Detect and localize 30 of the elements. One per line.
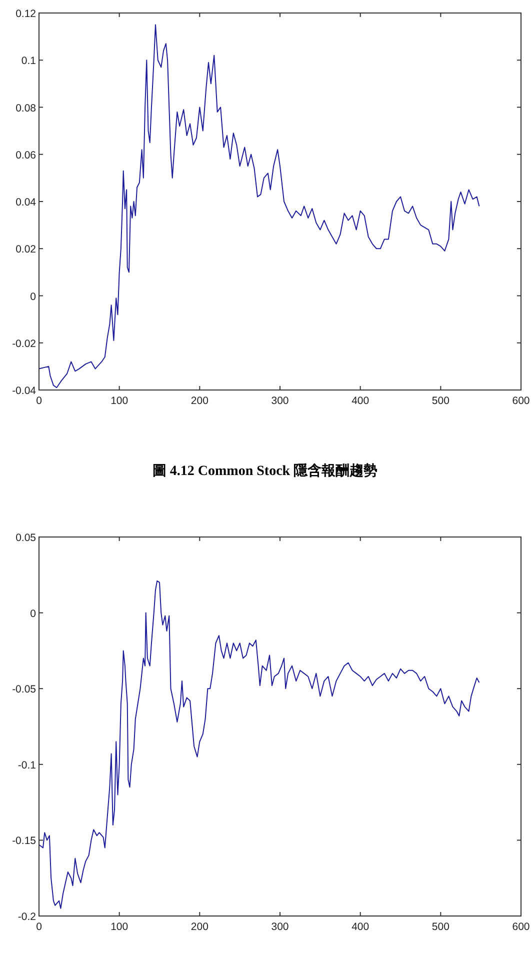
x-tick-label: 400 <box>352 395 370 407</box>
y-tick-label: 0.06 <box>16 149 36 162</box>
y-tick-label: -0.05 <box>12 684 36 696</box>
x-tick-label: 600 <box>512 921 530 933</box>
y-tick-label: -0.1 <box>18 759 36 772</box>
y-tick-label: -0.04 <box>12 385 36 397</box>
caption: 圖 4.12 Common Stock 隱含報酬趨勢 <box>152 463 378 479</box>
x-tick-label: 600 <box>512 395 530 407</box>
y-tick-label: 0.02 <box>16 244 36 256</box>
x-tick-label: 500 <box>432 395 450 407</box>
y-tick-label: -0.15 <box>12 835 36 848</box>
x-tick-label: 200 <box>190 395 209 407</box>
line-series <box>38 24 480 388</box>
x-tick-label: 100 <box>110 395 128 407</box>
y-tick-label: -0.02 <box>12 338 36 350</box>
x-tick-label: 200 <box>190 921 209 933</box>
y-tick-label: 0 <box>30 290 36 303</box>
y-tick-label: 0.08 <box>16 102 36 114</box>
y-tick-label: 0.05 <box>16 532 36 544</box>
x-tick-label: 500 <box>432 921 450 933</box>
y-tick-label: 0 <box>30 608 36 620</box>
x-tick-label: 100 <box>110 921 128 933</box>
x-tick-label: 400 <box>352 921 370 933</box>
x-tick-label: 300 <box>271 921 289 933</box>
x-tick-label: 300 <box>271 395 289 407</box>
y-tick-label: 0.12 <box>16 8 36 20</box>
line-series <box>38 580 480 909</box>
y-tick-label: 0.04 <box>16 196 36 208</box>
y-tick-label: 0.1 <box>21 55 36 68</box>
y-tick-label: -0.2 <box>18 911 36 923</box>
